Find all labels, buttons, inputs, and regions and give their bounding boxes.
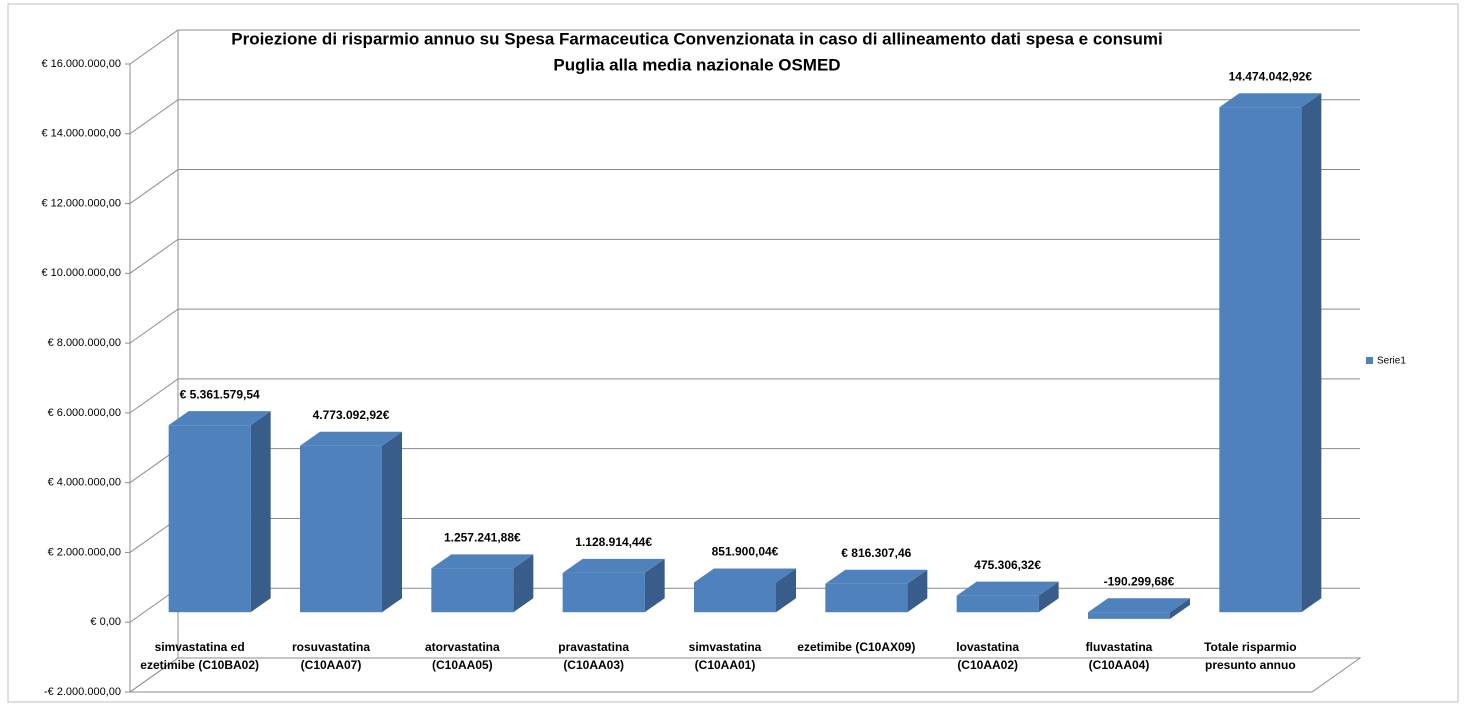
grid-line <box>129 657 1360 693</box>
x-tick-label: lovastatina (C10AA02) <box>956 640 1019 673</box>
bar <box>825 583 908 613</box>
bar-side <box>513 554 534 613</box>
bar-side <box>1170 598 1190 619</box>
bar-side <box>250 411 271 613</box>
bar <box>168 425 251 613</box>
bar <box>562 572 645 613</box>
y-tick-label: € 12.000.000,00 <box>41 197 121 209</box>
legend-label: Serie1 <box>1377 356 1406 367</box>
bar-top <box>1088 598 1190 613</box>
y-tick-label: € 2.000.000,00 <box>48 546 121 558</box>
y-tick-label: € 10.000.000,00 <box>41 267 121 279</box>
data-label: -190.299,68€ <box>1104 574 1175 588</box>
grid-line <box>129 378 1360 414</box>
x-tick-label: ezetimibe (C10AX09) <box>797 640 916 655</box>
bar-top <box>300 431 402 446</box>
bar-side <box>644 558 665 613</box>
bar-top <box>1219 93 1322 108</box>
y-tick-label: € 6.000.000,00 <box>48 407 121 419</box>
y-tick-label: -€ 2.000.000,00 <box>44 686 121 698</box>
y-tick-label: € 4.000.000,00 <box>48 477 121 489</box>
bar-top <box>562 558 665 573</box>
data-label: € 5.361.579,54 <box>180 387 260 401</box>
bar-top <box>168 411 271 426</box>
y-tick-label: € 8.000.000,00 <box>48 337 121 349</box>
bar-side <box>1301 93 1322 613</box>
x-tick-label: simvastatina ed ezetimibe (C10BA02) <box>140 640 260 673</box>
data-label: 475.306,32€ <box>974 558 1041 572</box>
data-label: 1.128.914,44€ <box>575 535 652 549</box>
bar <box>694 582 776 613</box>
bar <box>300 445 382 613</box>
legend-swatch <box>1366 357 1373 364</box>
bar <box>431 568 514 613</box>
bar-top <box>956 581 1059 596</box>
bar <box>1088 612 1170 619</box>
bar <box>1219 107 1302 613</box>
bar-side <box>1038 581 1059 613</box>
grid-line <box>129 169 1360 204</box>
grid-line <box>129 238 1360 274</box>
chart-border <box>7 3 1459 703</box>
x-tick-label: fluvastatina (C10AA04) <box>1085 640 1153 673</box>
chart-title: Proiezione di risparmio annuo su Spesa F… <box>231 29 1162 48</box>
x-tick-label: simvastatina (C10AA01) <box>688 640 762 673</box>
grid-line <box>129 99 1360 135</box>
y-tick-label: € 14.000.000,00 <box>41 128 121 140</box>
y-tick-label: € 16.000.000,00 <box>41 58 121 70</box>
bar-side <box>776 568 796 613</box>
bar-side <box>382 431 402 613</box>
bar-top <box>694 568 796 583</box>
grid-line <box>129 308 1360 344</box>
chart-title: Puglia alla media nazionale OSMED <box>553 55 840 74</box>
data-label: 851.900,04€ <box>712 545 779 559</box>
bar-top <box>431 554 534 569</box>
grid-line <box>129 29 1360 65</box>
bar-top <box>825 569 928 584</box>
x-tick-label: pravastatina (C10AA03) <box>558 640 629 673</box>
bar-side <box>907 569 928 613</box>
x-tick-label: Totale risparmio presunto annuo <box>1204 640 1297 673</box>
x-tick-label: rosuvastatina (C10AA07) <box>291 640 371 673</box>
x-tick-label: atorvastatina (C10AA05) <box>424 640 500 673</box>
data-label: 14.474.042,92€ <box>1229 69 1313 83</box>
y-tick-label: € 0,00 <box>90 616 121 628</box>
bar <box>956 595 1039 613</box>
data-label: 4.773.092,92€ <box>313 408 390 422</box>
data-label: 1.257.241,88€ <box>444 531 521 545</box>
data-label: € 816.307,46 <box>841 546 911 560</box>
